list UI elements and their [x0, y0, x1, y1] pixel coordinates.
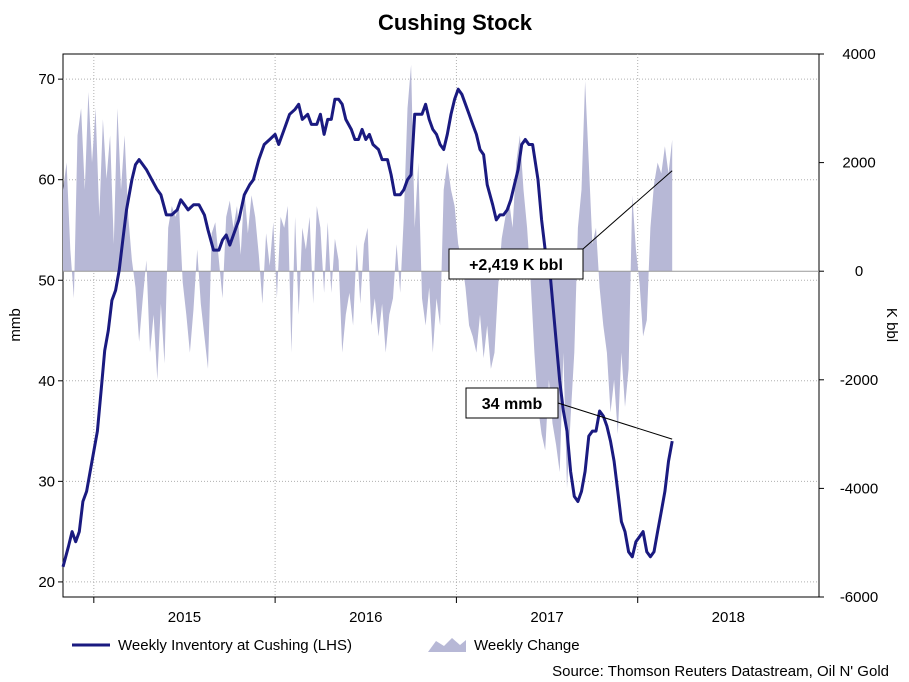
annotation-box	[465, 387, 559, 419]
annotations: +2,419 K bbl 34 mmb	[448, 170, 673, 440]
x-tick-label: 2017	[530, 609, 563, 626]
x-tick-label: 2016	[349, 609, 382, 626]
weekly-change-area	[63, 64, 673, 489]
legend-label-weekly-change: Weekly Change	[474, 637, 580, 654]
left-tick-label: 40	[38, 373, 55, 390]
plot-frame	[62, 53, 820, 598]
right-tick-label: 2000	[842, 155, 875, 172]
annotation-label: 34 mmb	[482, 396, 543, 413]
weekly-change-area-path	[63, 64, 673, 489]
legend: Weekly Inventory at Cushing (LHS) Weekly…	[72, 637, 580, 654]
inventory-line-path	[61, 87, 674, 568]
right-tick-label: 0	[855, 263, 863, 280]
annotation-leader	[557, 402, 673, 440]
left-tick-label: 20	[38, 574, 55, 591]
chart-title: Cushing Stock	[378, 10, 533, 35]
left-tick-label: 50	[38, 272, 55, 289]
x-axis: 2015 2016 2017 2018	[93, 597, 745, 626]
x-tick-label: 2018	[712, 609, 745, 626]
legend-area-swatch	[428, 638, 466, 652]
right-tick-label: 4000	[842, 46, 875, 63]
right-tick-label: -6000	[840, 589, 878, 606]
right-tick-label: -4000	[840, 480, 878, 497]
left-tick-label: 60	[38, 172, 55, 189]
right-axis-label: K bbl	[883, 308, 900, 342]
right-axis: -6000 -4000 -2000 0 2000 4000	[819, 46, 878, 606]
source-note: Source: Thomson Reuters Datastream, Oil …	[552, 663, 889, 680]
annotation-leader	[582, 170, 673, 250]
left-axis-label: mmb	[7, 308, 24, 341]
inventory-line	[61, 87, 674, 568]
left-tick-label: 70	[38, 71, 55, 88]
annotation-box	[448, 248, 584, 280]
left-tick-label: 30	[38, 473, 55, 490]
left-axis: 20 30 40 50 60 70	[38, 71, 63, 591]
legend-label-inventory: Weekly Inventory at Cushing (LHS)	[118, 637, 352, 654]
x-tick-label: 2015	[168, 609, 201, 626]
annotation-label: +2,419 K bbl	[469, 257, 563, 274]
right-tick-label: -2000	[840, 372, 878, 389]
